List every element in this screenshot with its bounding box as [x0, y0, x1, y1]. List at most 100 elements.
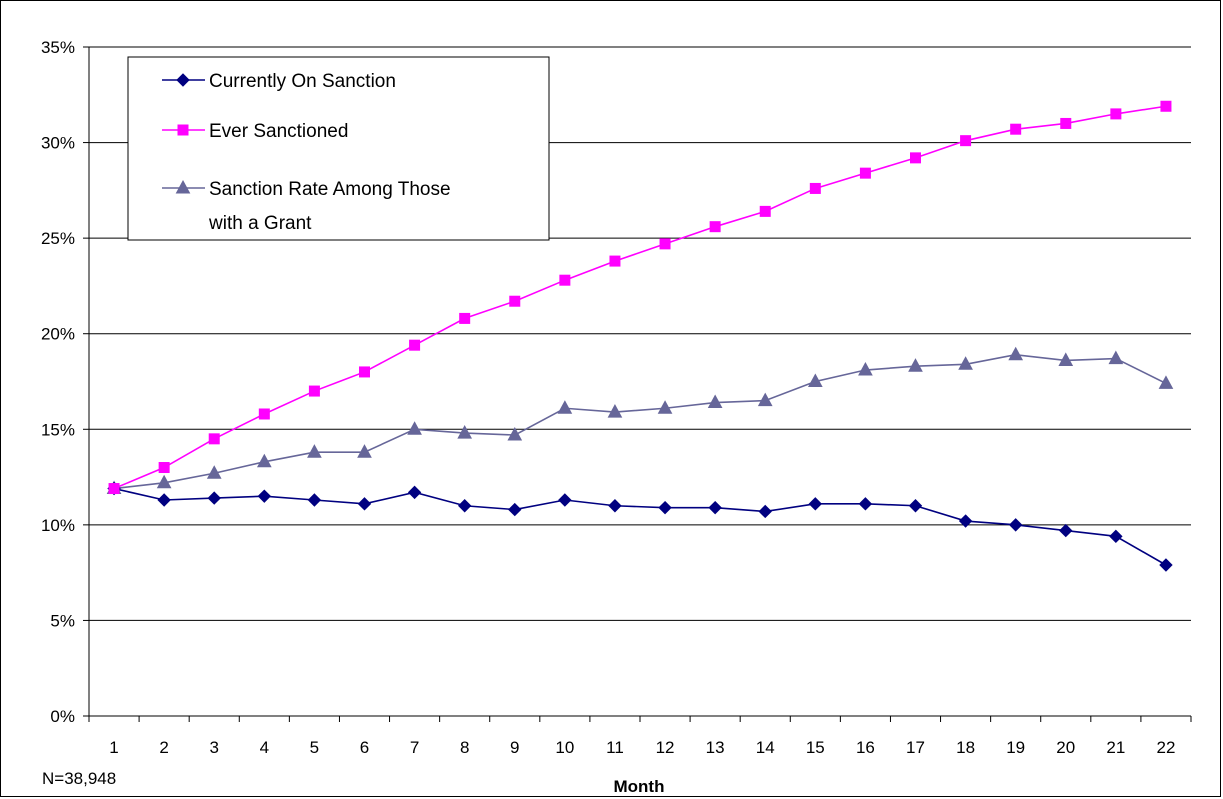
triangle-marker: [607, 404, 623, 418]
legend-label: Sanction Rate Among Those: [209, 179, 451, 200]
x-tick-label: 13: [706, 738, 725, 757]
triangle-marker: [757, 392, 773, 407]
x-tick-label: 8: [460, 738, 469, 757]
square-marker: [1060, 117, 1072, 129]
x-tick-label: 7: [410, 738, 419, 757]
x-tick-label: 15: [806, 738, 825, 757]
diamond-marker: [257, 489, 272, 503]
x-tick-label: 11: [606, 738, 624, 757]
square-marker: [308, 385, 320, 397]
diamond-marker: [808, 497, 823, 511]
x-tick-label: 5: [310, 738, 319, 757]
diamond-marker: [858, 497, 873, 511]
sample-size-note: N=38,948: [42, 769, 116, 788]
legend-item: Sanction Rate Among Those with a Grant: [162, 179, 451, 234]
triangle-marker: [357, 444, 372, 458]
x-tick-label: 21: [1106, 738, 1125, 757]
square-marker: [709, 221, 721, 233]
diamond-marker: [407, 485, 422, 500]
diamond-marker: [508, 502, 522, 517]
diamond-marker: [1008, 518, 1023, 532]
y-tick-label: 20%: [41, 325, 75, 344]
square-marker: [960, 135, 972, 147]
triangle-marker: [256, 453, 272, 468]
x-tick-label: 20: [1056, 738, 1075, 757]
triangle-marker: [175, 179, 191, 194]
x-axis-title: Month: [614, 777, 665, 796]
x-axis-ticks: 1 2 3 4 5 6 7 8 9 10 11 12 13 14 15 16 17 18 19 20 21 22: [88, 716, 1192, 757]
diamond-marker: [307, 493, 322, 507]
series-triangle: [106, 346, 1174, 495]
legend: Currently On Sanction Ever Sanctioned Sanc…: [127, 56, 550, 241]
square-marker: [1160, 100, 1172, 112]
triangle-marker: [407, 421, 422, 435]
square-marker: [759, 205, 771, 217]
diamond-marker: [958, 514, 973, 528]
series-square: [108, 100, 1172, 495]
triangle-marker: [958, 356, 973, 370]
legend-label: Currently On Sanction: [209, 71, 396, 92]
triangle-marker: [707, 394, 723, 409]
diamond-marker: [1109, 529, 1123, 544]
square-marker: [208, 433, 220, 445]
triangle-marker: [507, 426, 523, 441]
legend-label: Ever Sanctioned: [209, 121, 348, 142]
x-tick-label: 22: [1156, 738, 1175, 757]
square-marker: [1110, 108, 1122, 120]
square-marker: [258, 408, 270, 420]
series-diamond: [107, 481, 1173, 572]
diamond-marker: [708, 500, 722, 515]
diamond-marker: [157, 493, 171, 507]
series-group: [106, 100, 1174, 572]
x-tick-label: 9: [510, 738, 519, 757]
y-tick-label: 0%: [50, 707, 75, 726]
diamond-marker: [207, 491, 221, 505]
y-tick-label: 15%: [41, 420, 75, 439]
triangle-marker: [1058, 352, 1074, 366]
triangle-marker: [307, 444, 322, 458]
triangle-marker: [1008, 346, 1024, 361]
legend-box: [127, 56, 550, 241]
diamond-marker: [1159, 558, 1173, 572]
x-tick-label: 17: [906, 738, 925, 757]
x-tick-label: 10: [555, 738, 574, 757]
series-line: [113, 105, 1167, 490]
triangle-marker: [206, 465, 222, 479]
triangle-marker: [807, 373, 823, 387]
diamond-marker: [908, 499, 923, 513]
square-marker: [609, 255, 621, 267]
triangle-marker: [908, 358, 923, 372]
diamond-marker: [1059, 523, 1073, 538]
triangle-marker: [457, 425, 473, 439]
y-axis-ticks: 0% 5% 10% 15% 20% 25% 30% 35%: [41, 38, 89, 726]
square-marker: [910, 152, 921, 164]
y-tick-label: 30%: [41, 134, 75, 153]
legend-label: with a Grant: [208, 213, 312, 234]
triangle-marker: [858, 361, 873, 376]
square-marker: [559, 274, 571, 286]
triangle-marker: [557, 400, 573, 414]
x-tick-label: 6: [360, 738, 369, 757]
y-tick-label: 5%: [50, 611, 75, 630]
x-tick-label: 3: [209, 738, 218, 757]
square-marker: [359, 366, 370, 378]
square-marker: [158, 462, 170, 474]
x-tick-label: 4: [260, 738, 269, 757]
x-tick-label: 18: [956, 738, 975, 757]
square-marker: [809, 182, 821, 194]
y-tick-label: 35%: [41, 38, 75, 57]
series-line: [113, 353, 1167, 490]
series-line: [113, 487, 1167, 566]
diamond-marker: [758, 504, 772, 519]
x-tick-label: 14: [756, 738, 775, 757]
triangle-marker: [1158, 375, 1174, 389]
square-marker: [859, 167, 871, 179]
x-tick-label: 19: [1006, 738, 1025, 757]
square-marker: [509, 295, 521, 307]
x-tick-label: 16: [856, 738, 875, 757]
triangle-marker: [1108, 350, 1124, 365]
square-marker: [1010, 123, 1022, 135]
square-marker: [177, 124, 189, 136]
legend-item: Currently On Sanction: [162, 71, 396, 92]
